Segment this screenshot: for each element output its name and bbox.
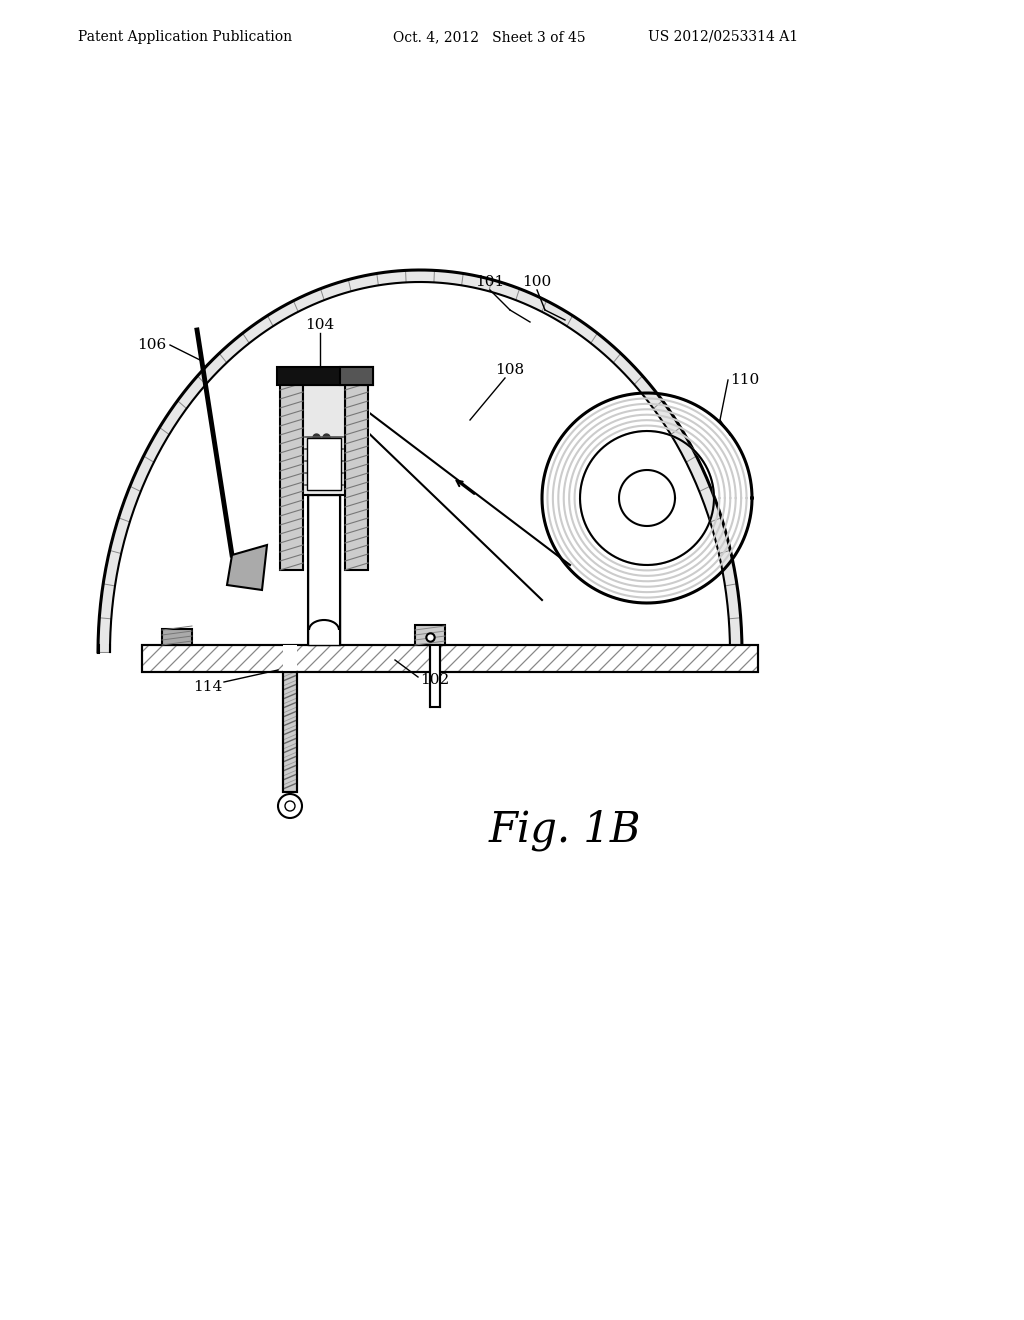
Text: Oct. 4, 2012   Sheet 3 of 45: Oct. 4, 2012 Sheet 3 of 45 — [393, 30, 586, 44]
Bar — [307, 438, 341, 490]
Text: Patent Application Publication: Patent Application Publication — [78, 30, 292, 44]
Polygon shape — [98, 271, 742, 652]
Text: 101: 101 — [475, 275, 505, 289]
Text: 108: 108 — [496, 363, 524, 378]
Bar — [162, 630, 193, 645]
Bar — [278, 367, 373, 385]
Polygon shape — [227, 545, 267, 590]
Text: 100: 100 — [522, 275, 552, 289]
Text: US 2012/0253314 A1: US 2012/0253314 A1 — [648, 30, 798, 44]
Bar — [280, 385, 303, 570]
Bar — [283, 672, 297, 792]
Bar — [303, 385, 345, 495]
Bar — [280, 385, 370, 570]
Bar — [283, 672, 297, 792]
Text: 110: 110 — [730, 374, 759, 387]
Bar — [345, 385, 368, 570]
Bar — [283, 645, 297, 672]
Text: 104: 104 — [305, 318, 335, 333]
Text: 106: 106 — [137, 338, 167, 352]
Circle shape — [285, 801, 295, 810]
Circle shape — [278, 795, 302, 818]
Bar — [142, 645, 758, 672]
Bar — [415, 624, 445, 645]
Bar — [430, 645, 440, 708]
Text: Fig. 1B: Fig. 1B — [488, 809, 641, 851]
Text: 114: 114 — [193, 680, 222, 694]
Bar — [340, 367, 373, 385]
Text: 102: 102 — [420, 673, 450, 686]
Bar — [142, 645, 758, 672]
Bar — [308, 495, 340, 645]
